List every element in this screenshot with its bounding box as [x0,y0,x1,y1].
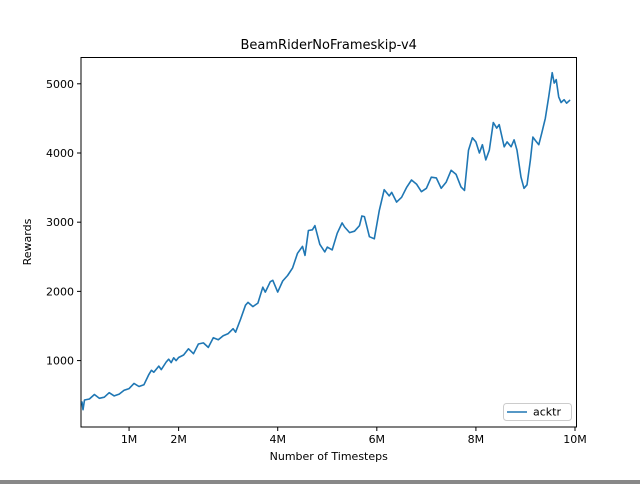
x-tick-label-1M: 1M [121,433,138,446]
y-tick-label-4000: 4000 [46,147,74,160]
y-tick-label-3000: 3000 [46,216,74,229]
series-group [81,71,571,411]
y-tick-label-2000: 2000 [46,285,74,298]
x-tick-label-10M: 10M [563,433,587,446]
legend-label-acktr: acktr [533,406,561,419]
series-line-acktr [81,71,571,411]
y-axis-label: Rewards [21,218,34,265]
chart-title: BeamRiderNoFrameskip-v4 [241,38,417,53]
plot-area-border [80,57,577,428]
x-axis-ticks: 1M 2M 4M 6M 8M 10M [121,427,587,446]
legend: acktr [503,403,572,421]
x-tick-label-4M: 4M [269,433,286,446]
legend-box [503,403,572,421]
y-tick-label-1000: 1000 [46,355,74,368]
x-tick-label-2M: 2M [170,433,187,446]
x-tick-label-6M: 6M [369,433,386,446]
x-tick-label-8M: 8M [468,433,485,446]
y-tick-label-5000: 5000 [46,78,74,91]
y-axis-ticks: 1000 2000 3000 4000 5000 [46,78,81,368]
x-axis-label: Number of Timesteps [270,450,388,463]
